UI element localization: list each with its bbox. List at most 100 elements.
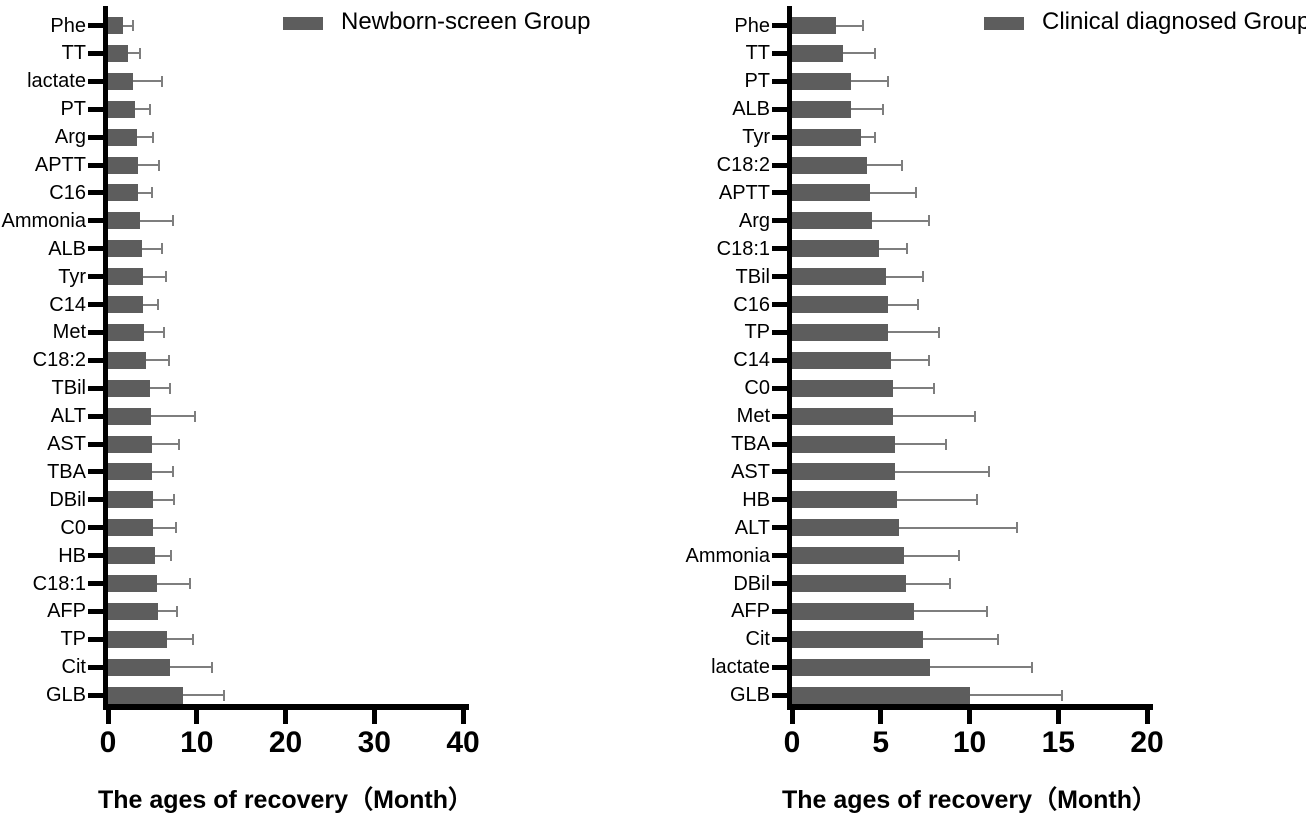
bar bbox=[792, 630, 924, 648]
y-tick bbox=[88, 664, 104, 670]
error-line bbox=[144, 331, 164, 334]
error-line bbox=[923, 638, 998, 641]
error-line bbox=[894, 470, 989, 473]
error-line bbox=[850, 108, 883, 111]
error-line bbox=[183, 694, 225, 697]
y-axis-line bbox=[787, 6, 792, 710]
bar bbox=[108, 491, 154, 509]
y-tick bbox=[88, 553, 104, 559]
category-label: C14 bbox=[733, 349, 770, 372]
category-label: AST bbox=[47, 433, 86, 455]
bar bbox=[108, 547, 156, 565]
bar bbox=[108, 630, 167, 648]
category-label: ALB bbox=[48, 237, 86, 260]
y-tick bbox=[88, 50, 104, 56]
category-label: GLB bbox=[45, 684, 86, 707]
error-line bbox=[903, 554, 959, 557]
category-label: C18:1 bbox=[32, 572, 86, 595]
error-line bbox=[139, 219, 173, 222]
category-label: AFP bbox=[731, 600, 770, 623]
category-label: TT bbox=[61, 42, 86, 65]
category-label: HB bbox=[742, 488, 770, 511]
error-line bbox=[887, 331, 940, 334]
x-tick bbox=[283, 710, 288, 724]
error-line bbox=[905, 582, 950, 585]
x-tick bbox=[789, 710, 795, 724]
error-line bbox=[930, 666, 1032, 669]
y-tick bbox=[88, 413, 104, 419]
y-tick bbox=[88, 692, 104, 698]
bar bbox=[108, 575, 157, 592]
error-line bbox=[170, 666, 212, 669]
error-line bbox=[898, 526, 1018, 529]
error-cap bbox=[188, 578, 191, 589]
error-cap bbox=[948, 578, 951, 589]
bar bbox=[792, 184, 871, 202]
error-line bbox=[836, 24, 863, 27]
bar bbox=[792, 212, 872, 230]
x-tick bbox=[460, 710, 466, 724]
error-cap bbox=[927, 215, 930, 227]
error-cap bbox=[210, 661, 213, 673]
error-cap bbox=[927, 354, 930, 366]
bar bbox=[792, 491, 897, 509]
bar bbox=[108, 100, 135, 118]
y-tick bbox=[772, 553, 788, 559]
bar bbox=[792, 72, 851, 90]
error-cap bbox=[1060, 689, 1063, 701]
y-tick bbox=[88, 162, 104, 168]
error-cap bbox=[986, 605, 989, 617]
error-line bbox=[896, 498, 977, 501]
bar bbox=[792, 547, 904, 565]
category-label: DBil bbox=[49, 488, 86, 511]
bar bbox=[792, 602, 915, 620]
error-line bbox=[146, 359, 170, 362]
error-line bbox=[150, 415, 195, 418]
bar bbox=[792, 128, 862, 146]
bar bbox=[108, 212, 140, 230]
x-tick-label: 0 bbox=[99, 726, 117, 759]
category-label: lactate bbox=[27, 70, 86, 93]
category-label: C18:2 bbox=[32, 349, 86, 372]
error-line bbox=[134, 108, 150, 111]
bar bbox=[108, 323, 145, 341]
error-line bbox=[137, 136, 154, 139]
category-label: TP bbox=[60, 628, 86, 651]
error-cap bbox=[988, 466, 991, 478]
y-tick bbox=[772, 636, 788, 642]
error-cap bbox=[161, 243, 164, 255]
category-label: lactate bbox=[711, 656, 770, 679]
y-tick bbox=[88, 608, 104, 614]
y-tick bbox=[772, 413, 788, 419]
error-cap bbox=[901, 159, 904, 171]
category-label: HB bbox=[58, 544, 86, 567]
y-tick bbox=[772, 134, 788, 140]
category-label: DBil bbox=[733, 572, 770, 595]
error-line bbox=[887, 303, 919, 306]
category-label: TBil bbox=[735, 265, 770, 288]
error-line bbox=[166, 638, 194, 641]
error-cap bbox=[157, 159, 160, 171]
category-label: C16 bbox=[49, 181, 86, 204]
y-tick bbox=[88, 246, 104, 252]
category-label: TBil bbox=[51, 377, 86, 400]
bar bbox=[108, 435, 153, 453]
y-tick bbox=[772, 329, 788, 335]
y-tick bbox=[772, 162, 788, 168]
y-tick bbox=[772, 441, 788, 447]
bar bbox=[108, 519, 154, 537]
bar bbox=[792, 435, 895, 453]
category-label: AST bbox=[731, 460, 770, 483]
error-cap bbox=[922, 271, 925, 283]
bar bbox=[108, 463, 153, 481]
error-cap bbox=[176, 605, 179, 617]
bar bbox=[792, 17, 837, 34]
error-cap bbox=[168, 354, 171, 366]
category-label: C18:2 bbox=[716, 154, 770, 176]
error-cap bbox=[917, 299, 920, 310]
bar bbox=[792, 379, 894, 397]
y-tick bbox=[772, 246, 788, 252]
error-cap bbox=[178, 438, 180, 450]
